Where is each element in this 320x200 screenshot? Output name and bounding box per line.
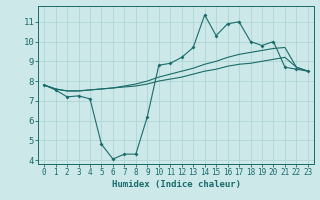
- X-axis label: Humidex (Indice chaleur): Humidex (Indice chaleur): [111, 180, 241, 189]
